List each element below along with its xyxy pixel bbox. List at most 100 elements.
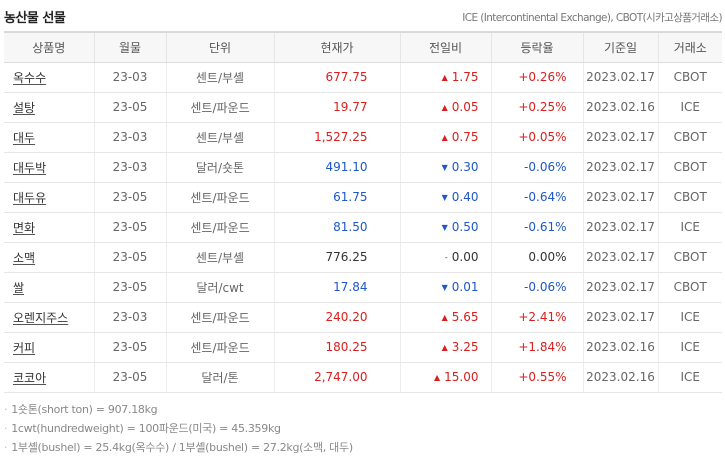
price-cell: 776.25 bbox=[273, 242, 400, 273]
commodity-link[interactable]: 대두 bbox=[13, 130, 36, 145]
arrow-down-icon: ▼ bbox=[441, 223, 448, 232]
commodity-name-cell: 소맥 bbox=[4, 242, 94, 273]
table-row: 설탕 23-05 센트/파운드 19.77 ▲ 0.05 +0.25% 2023.02.16 I… bbox=[4, 92, 722, 123]
month-cell: 23-03 bbox=[93, 302, 166, 333]
commodity-name-cell: 쌀 bbox=[4, 272, 94, 303]
month-cell: 23-05 bbox=[93, 272, 166, 303]
price-cell: 677.75 bbox=[273, 62, 400, 93]
change-cell: ▼ 0.40 bbox=[399, 182, 491, 213]
date-cell: 2023.02.17 bbox=[582, 152, 658, 183]
arrow-up-icon: ▲ bbox=[433, 373, 441, 382]
commodity-name-cell: 대두유 bbox=[4, 182, 94, 213]
change-value: 0.05 bbox=[451, 100, 479, 114]
change-value: 0.00 bbox=[451, 250, 479, 264]
price-cell: 17.84 bbox=[273, 272, 400, 303]
commodity-name-cell: 오렌지주스 bbox=[4, 302, 94, 333]
arrow-up-icon: ▲ bbox=[441, 133, 448, 142]
date-cell: 2023.02.16 bbox=[582, 92, 658, 123]
change-value: 5.65 bbox=[451, 310, 479, 324]
exchange-cell: CBOT bbox=[657, 242, 722, 273]
commodity-link[interactable]: 소맥 bbox=[13, 250, 36, 265]
table-row: 소맥 23-05 센트/부셸 776.25 -0.00 0.00% 2023.02.17 CB… bbox=[4, 242, 722, 273]
change-value: 0.30 bbox=[451, 160, 479, 174]
commodity-link[interactable]: 오렌지주스 bbox=[13, 310, 69, 325]
month-cell: 23-05 bbox=[93, 182, 166, 213]
rate-cell: +0.05% bbox=[490, 122, 583, 153]
commodity-name-cell: 커피 bbox=[4, 332, 94, 363]
exchange-cell: ICE bbox=[657, 92, 722, 123]
table-row: 코코아 23-05 달러/톤 2,747.00 ▲ 15.00 +0.55% 2023.02.… bbox=[4, 362, 722, 393]
date-cell: 2023.02.17 bbox=[582, 122, 658, 153]
table-row: 옥수수 23-03 센트/부셸 677.75 ▲ 1.75 +0.26% 2023.02.17… bbox=[4, 62, 722, 93]
date-cell: 2023.02.17 bbox=[582, 302, 658, 333]
month-cell: 23-05 bbox=[93, 242, 166, 273]
price-cell: 2,747.00 bbox=[273, 362, 400, 393]
col-header-change: 전일비 bbox=[399, 31, 491, 63]
date-cell: 2023.02.17 bbox=[582, 272, 658, 303]
change-value: 15.00 bbox=[444, 370, 479, 384]
table-row: 대두 23-03 센트/부셸 1,527.25 ▲ 0.75 +0.05% 2023.02.1… bbox=[4, 122, 722, 153]
note-text: 1숏톤(short ton) = 907.18kg bbox=[11, 403, 158, 416]
commodity-name-cell: 대두박 bbox=[4, 152, 94, 183]
change-value: 1.75 bbox=[451, 70, 479, 84]
table-header-row: 상품명 월물 단위 현재가 전일비 등락율 기준일 거래소 bbox=[4, 31, 722, 63]
commodity-name-cell: 설탕 bbox=[4, 92, 94, 123]
exchange-cell: ICE bbox=[657, 302, 722, 333]
commodity-name-cell: 코코아 bbox=[4, 362, 94, 393]
commodity-link[interactable]: 옥수수 bbox=[13, 70, 47, 85]
change-cell: ▲ 1.75 bbox=[399, 62, 491, 93]
date-cell: 2023.02.17 bbox=[582, 212, 658, 243]
commodity-link[interactable]: 코코아 bbox=[13, 370, 47, 385]
price-cell: 1,527.25 bbox=[273, 122, 400, 153]
exchange-cell: CBOT bbox=[657, 152, 722, 183]
commodity-link[interactable]: 커피 bbox=[13, 340, 36, 355]
month-cell: 23-03 bbox=[93, 152, 166, 183]
section-header: 농산물 선물 ICE (Intercontinental Exchange), … bbox=[4, 0, 723, 30]
exchange-cell: CBOT bbox=[657, 272, 722, 303]
change-value: 0.40 bbox=[451, 190, 479, 204]
commodity-link[interactable]: 대두유 bbox=[13, 190, 47, 205]
col-header-rate: 등락율 bbox=[490, 31, 583, 63]
commodity-name-cell: 대두 bbox=[4, 122, 94, 153]
price-cell: 81.50 bbox=[273, 212, 400, 243]
arrow-down-icon: ▼ bbox=[441, 283, 448, 292]
change-value: 3.25 bbox=[451, 340, 479, 354]
month-cell: 23-03 bbox=[93, 122, 166, 153]
section-title: 농산물 선물 bbox=[4, 11, 66, 26]
exchange-cell: ICE bbox=[657, 332, 722, 363]
date-cell: 2023.02.17 bbox=[582, 182, 658, 213]
date-cell: 2023.02.17 bbox=[582, 242, 658, 273]
table-row: 오렌지주스 23-03 센트/파운드 240.20 ▲ 5.65 +2.41% 2023.02… bbox=[4, 302, 722, 333]
arrow-up-icon: ▲ bbox=[441, 73, 448, 82]
month-cell: 23-05 bbox=[93, 332, 166, 363]
change-cell: ▲ 5.65 bbox=[399, 302, 491, 333]
change-cell: ▲ 15.00 bbox=[399, 362, 491, 393]
col-header-exchange: 거래소 bbox=[657, 31, 722, 63]
arrow-down-icon: ▼ bbox=[441, 193, 448, 202]
unit-cell: 달러/톤 bbox=[165, 362, 274, 393]
unit-cell: 센트/파운드 bbox=[165, 302, 274, 333]
date-cell: 2023.02.16 bbox=[582, 362, 658, 393]
rate-cell: 0.00% bbox=[490, 242, 583, 273]
rate-cell: +0.55% bbox=[490, 362, 583, 393]
price-cell: 491.10 bbox=[273, 152, 400, 183]
commodity-name-cell: 면화 bbox=[4, 212, 94, 243]
commodity-link[interactable]: 쌀 bbox=[13, 280, 25, 295]
col-header-name: 상품명 bbox=[4, 31, 94, 63]
unit-cell: 센트/파운드 bbox=[165, 182, 274, 213]
unit-cell: 센트/부셸 bbox=[165, 242, 274, 273]
commodity-link[interactable]: 설탕 bbox=[13, 100, 36, 115]
unit-cell: 센트/부셸 bbox=[165, 122, 274, 153]
commodity-link[interactable]: 대두박 bbox=[13, 160, 47, 175]
change-cell: ▼ 0.30 bbox=[399, 152, 491, 183]
arrow-up-icon: ▲ bbox=[441, 103, 448, 112]
unit-cell: 달러/숏톤 bbox=[165, 152, 274, 183]
dash-icon: - bbox=[444, 253, 448, 262]
commodity-name-cell: 옥수수 bbox=[4, 62, 94, 93]
note-text: 1부셸(bushel) = 25.4kg(옥수수) / 1부셸(bushel) … bbox=[11, 441, 353, 454]
exchange-source-note: ICE (Intercontinental Exchange), CBOT(시카… bbox=[462, 12, 722, 24]
col-header-date: 기준일 bbox=[582, 31, 658, 63]
change-cell: ▲ 0.75 bbox=[399, 122, 491, 153]
col-header-price: 현재가 bbox=[273, 31, 400, 63]
commodity-link[interactable]: 면화 bbox=[13, 220, 36, 235]
